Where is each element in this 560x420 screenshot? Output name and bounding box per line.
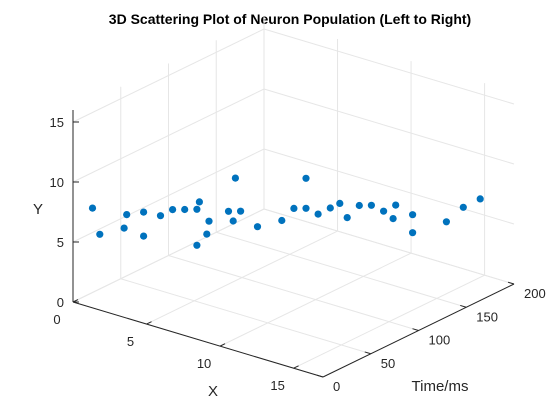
- data-point: [224, 207, 233, 215]
- data-point: [237, 207, 245, 215]
- y-tick-label: 0: [57, 295, 64, 310]
- data-point: [389, 215, 397, 223]
- time-tick-label: 0: [333, 379, 340, 394]
- time-tick-mark: [316, 374, 324, 378]
- x-tick-label: 10: [197, 356, 211, 371]
- data-point: [326, 204, 334, 212]
- data-point: [140, 232, 148, 240]
- data-point: [302, 204, 310, 212]
- data-point: [355, 201, 363, 210]
- time-tick-label: 100: [429, 333, 451, 348]
- data-point: [140, 208, 148, 216]
- grid-line: [263, 148, 515, 225]
- data-point: [343, 214, 351, 222]
- y-axis-label: Y: [33, 201, 43, 218]
- data-point: [290, 204, 298, 212]
- grid-line: [120, 278, 371, 355]
- y-tick-label: 5: [57, 235, 64, 250]
- x-axis-line: [72, 301, 324, 378]
- data-point: [120, 224, 128, 232]
- x-tick-label: 0: [53, 312, 60, 327]
- data-point: [96, 230, 104, 238]
- data-point: [123, 211, 131, 219]
- data-point: [203, 230, 211, 238]
- x-tick-mark: [293, 365, 299, 369]
- data-point: [231, 174, 239, 182]
- data-point: [205, 217, 213, 225]
- x-tick-label: 5: [127, 334, 134, 349]
- data-point: [302, 174, 310, 182]
- data-point: [181, 205, 189, 214]
- data-point: [229, 217, 237, 225]
- data-point: [367, 201, 375, 209]
- data-point: [476, 195, 484, 203]
- grid-line: [263, 28, 515, 105]
- y-tick-label: 15: [50, 115, 64, 130]
- time-tick-mark: [364, 351, 371, 355]
- x-tick-mark: [219, 343, 226, 347]
- data-point: [253, 223, 262, 231]
- x-tick-mark: [72, 299, 79, 303]
- data-point: [278, 216, 286, 225]
- data-point: [380, 207, 388, 215]
- data-point: [88, 204, 97, 212]
- time-tick-label: 50: [381, 356, 395, 371]
- data-point: [193, 241, 201, 249]
- data-point: [409, 211, 417, 219]
- time-tick-mark: [412, 328, 419, 331]
- time-tick-label: 150: [476, 309, 498, 324]
- data-point: [409, 229, 417, 237]
- grid-layer: [72, 17, 515, 378]
- z-axis-label: Time/ms: [412, 378, 469, 395]
- data-point: [392, 201, 400, 209]
- x-tick-label: 15: [270, 378, 284, 393]
- grid-line: [216, 231, 467, 308]
- chart-title: 3D Scattering Plot of Neuron Population …: [109, 11, 471, 27]
- grid-line: [168, 255, 419, 331]
- data-point: [459, 203, 467, 211]
- time-tick-mark: [507, 281, 515, 285]
- data-point: [195, 198, 203, 206]
- y-tick-label: 10: [50, 175, 64, 190]
- data-point: [193, 205, 201, 213]
- data-point: [156, 212, 165, 220]
- data-point: [169, 206, 177, 214]
- data-point: [314, 210, 322, 218]
- time-tick-mark: [460, 304, 467, 308]
- x-tick-mark: [146, 321, 152, 325]
- grid-line: [263, 208, 515, 285]
- data-points: [88, 174, 484, 249]
- time-tick-label: 200: [524, 286, 546, 301]
- data-point: [336, 199, 344, 207]
- grid-line: [263, 88, 515, 165]
- x-axis-label: X: [208, 383, 218, 400]
- data-point: [442, 218, 450, 226]
